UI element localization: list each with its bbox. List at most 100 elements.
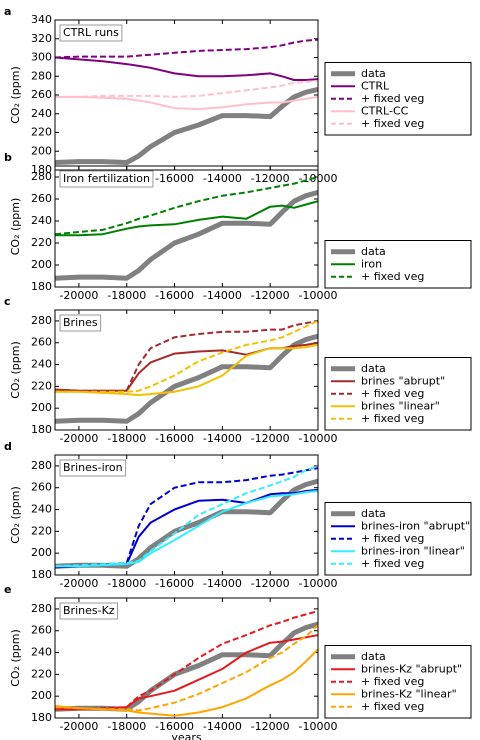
series-line (55, 176, 318, 236)
y-tick-label: 240 (31, 503, 52, 516)
legend-box (324, 240, 472, 289)
y-tick-label: 280 (31, 314, 52, 327)
x-tick-label: -18000 (107, 577, 146, 590)
legend-label: CTRL-CC (361, 104, 409, 117)
legend-label: iron (361, 257, 382, 270)
panel-letter: e (4, 583, 11, 596)
y-tick-label: 240 (31, 646, 52, 659)
legend-label: + fixed veg (361, 675, 424, 688)
y-tick-label: 220 (31, 236, 52, 249)
y-axis-label: CO₂ (ppm) (9, 341, 22, 399)
panel-letter: b (4, 151, 12, 164)
panel-title: Iron fertilization (63, 172, 150, 185)
y-axis-label: CO₂ (ppm) (9, 486, 22, 544)
y-tick-label: 280 (31, 170, 52, 183)
legend-label: CTRL (361, 79, 390, 92)
series-line (55, 319, 318, 393)
series-line (55, 624, 318, 712)
x-tick-label: -10000 (299, 289, 338, 302)
panel-title: Brines-Kz (63, 604, 115, 617)
legend-label: + fixed veg (361, 270, 424, 283)
series-line (55, 319, 318, 392)
title-box (59, 24, 123, 42)
x-tick-label: -14000 (203, 720, 242, 733)
plot-lines (55, 464, 318, 569)
y-tick-label: 180 (31, 423, 52, 436)
title-box (59, 459, 127, 477)
y-tick-label: 260 (31, 336, 52, 349)
y-tick-label: 180 (31, 711, 52, 724)
x-tick-label: -20000 (59, 289, 98, 302)
legend-label: data (361, 507, 386, 520)
panel-title: Brines-iron (63, 461, 123, 474)
legend-label: + fixed veg (361, 532, 424, 545)
y-tick-label: 280 (31, 459, 52, 472)
legend-label: + fixed veg (361, 412, 424, 425)
x-tick-label: -14000 (203, 577, 242, 590)
series-line (55, 200, 318, 237)
x-tick-label: -10000 (299, 720, 338, 733)
y-tick-label: 300 (31, 51, 52, 64)
series-line (55, 79, 318, 98)
legend-label: data (361, 650, 386, 663)
legend-label: + fixed veg (361, 387, 424, 400)
y-tick-label: 260 (31, 624, 52, 637)
series-line (55, 95, 318, 111)
legend-label: + fixed veg (361, 557, 424, 570)
series-line (55, 610, 318, 711)
series-line (55, 86, 318, 165)
series-line (55, 56, 318, 81)
plot-lines (55, 38, 318, 165)
x-tick-label: -12000 (251, 432, 290, 445)
plot-frame (54, 309, 319, 431)
series-line (55, 38, 318, 59)
panel-title: Brines (63, 316, 98, 329)
x-tick-label: -16000 (155, 289, 194, 302)
y-axis-label: CO₂ (ppm) (9, 629, 22, 687)
y-tick-label: 280 (31, 69, 52, 82)
legend-label: brines-Kz "linear" (361, 687, 457, 700)
x-tick-label: -18000 (107, 289, 146, 302)
plot-lines (55, 610, 318, 717)
legend-label: + fixed veg (361, 92, 424, 105)
panel-title: CTRL runs (63, 26, 119, 39)
title-box (59, 170, 154, 188)
series-line (55, 189, 318, 281)
panel-title-box: Brines-Kz (59, 602, 119, 620)
panel-letter: a (4, 5, 11, 18)
x-tick-label: -20000 (59, 577, 98, 590)
y-tick-label: 260 (31, 481, 52, 494)
y-tick-label: 280 (31, 602, 52, 615)
y-tick-label: 240 (31, 358, 52, 371)
y-tick-label: 180 (31, 280, 52, 293)
y-axis-label: CO₂ (ppm) (9, 66, 22, 124)
legend-label: + fixed veg (361, 117, 424, 130)
y-tick-label: 240 (31, 107, 52, 120)
y-tick-label: 340 (31, 13, 52, 26)
y-tick-label: 200 (31, 258, 52, 271)
x-tick-label: -18000 (107, 432, 146, 445)
plot-frame (54, 19, 319, 171)
plot-lines (55, 319, 318, 424)
y-tick-label: 200 (31, 546, 52, 559)
x-tick-label: -12000 (251, 172, 290, 185)
x-tick-label: -16000 (155, 432, 194, 445)
x-tick-label: -14000 (203, 172, 242, 185)
x-tick-label: -14000 (203, 432, 242, 445)
series-line (55, 464, 318, 568)
legend-label: + fixed veg (361, 700, 424, 713)
y-tick-label: 200 (31, 689, 52, 702)
legend-label: data (361, 67, 386, 80)
x-tick-label: -16000 (155, 577, 194, 590)
plot-lines (55, 176, 318, 281)
plot-frame (54, 165, 319, 288)
legend-label: brines-iron "abrupt" (361, 519, 470, 532)
legend-label: data (361, 245, 386, 258)
x-tick-label: -16000 (155, 172, 194, 185)
x-tick-label: -18000 (107, 720, 146, 733)
title-box (59, 314, 102, 332)
x-tick-label: -12000 (251, 289, 290, 302)
title-box (59, 602, 119, 620)
legend-label: brines "linear" (361, 399, 440, 412)
